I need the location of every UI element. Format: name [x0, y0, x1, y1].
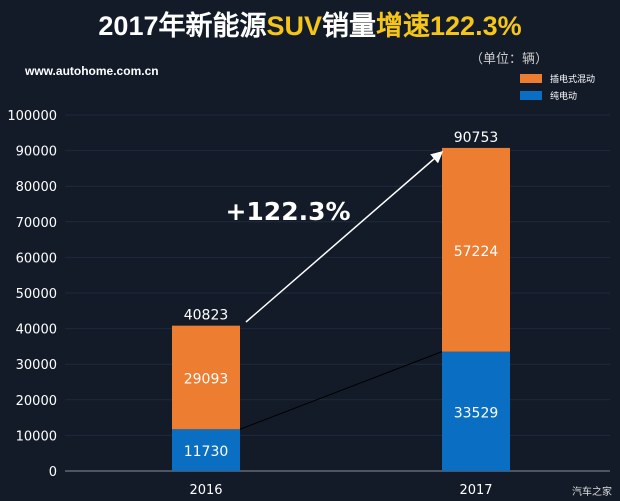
- data-label: 57224: [454, 244, 499, 260]
- total-label: 90753: [454, 130, 499, 146]
- chart-title: 2017年新能源SUV销量增速122.3%: [98, 11, 522, 41]
- bar-2016-ev: [172, 429, 240, 471]
- bar-2017-ev: [442, 351, 510, 471]
- growth-arrow: [245, 151, 444, 323]
- legend-swatch: [520, 74, 542, 83]
- data-label: 33529: [454, 405, 499, 421]
- data-label: 29093: [184, 371, 229, 387]
- bar-2016-phev: [172, 325, 240, 430]
- y-tick-label: 10000: [16, 429, 57, 444]
- legend-swatch: [520, 91, 542, 100]
- connector-line: [239, 351, 443, 430]
- y-tick-label: 30000: [16, 358, 57, 373]
- legend-label: 纯电动: [550, 92, 578, 102]
- x-tick-label: 2016: [189, 483, 222, 498]
- legend-ev: 纯电动: [520, 89, 577, 102]
- y-tick-label: 40000: [16, 323, 57, 338]
- y-tick-label: 20000: [16, 394, 57, 409]
- y-tick-label: 0: [49, 465, 57, 480]
- watermark: 汽车之家: [572, 487, 612, 498]
- unit-label: （单位：辆）: [470, 52, 549, 67]
- y-tick-label: 60000: [16, 251, 57, 266]
- bar-2017-phev: [442, 147, 510, 352]
- y-tick-label: 70000: [16, 216, 57, 231]
- y-tick-label: 50000: [16, 287, 57, 302]
- legend-phev: 插电式混动: [520, 72, 595, 85]
- y-tick-label: 80000: [16, 180, 57, 195]
- site-url: www.autohome.com.cn: [25, 64, 159, 78]
- total-label: 40823: [184, 308, 229, 324]
- growth-annotation: +122.3%: [225, 197, 350, 226]
- data-label: 11730: [184, 444, 229, 460]
- x-tick-label: 2017: [459, 483, 492, 498]
- y-tick-label: 100000: [7, 109, 57, 124]
- y-tick-label: 90000: [16, 145, 57, 160]
- legend-label: 插电式混动: [550, 75, 596, 85]
